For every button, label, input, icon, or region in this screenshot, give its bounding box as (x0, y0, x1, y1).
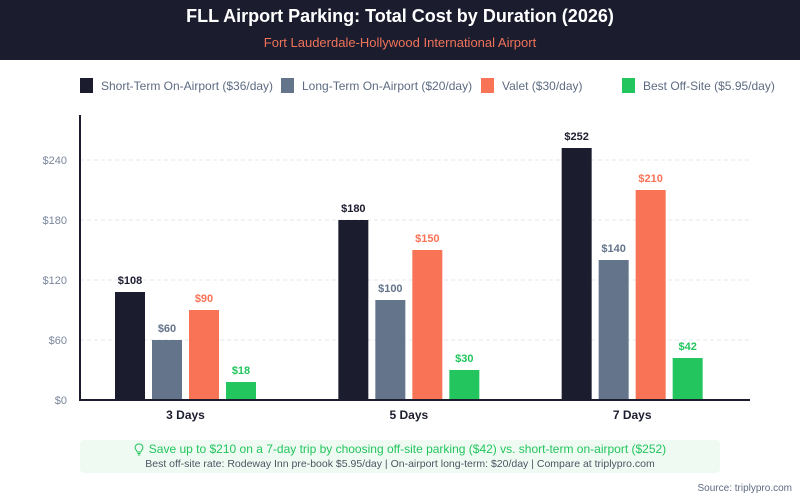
value-label: $180 (341, 203, 365, 215)
bar-chart: $108 $60 $90 $18 $180 $100 $150 $30 $252 $140 $210… (43, 115, 750, 422)
x-category-label: 5 Days (389, 408, 428, 422)
y-axis-ticks: $0 $60 $120 $180 $240 (43, 155, 67, 407)
bar (635, 190, 666, 400)
value-label: $252 (564, 131, 588, 143)
value-label: $150 (415, 233, 439, 245)
bar (449, 370, 480, 400)
chart-subtitle: Fort Lauderdale-Hollywood International … (263, 35, 537, 50)
y-tick-label: $120 (43, 275, 67, 287)
y-tick-label: $60 (49, 335, 67, 347)
bar (189, 310, 219, 400)
x-category-label: 3 Days (166, 408, 205, 422)
value-label: $42 (678, 341, 696, 353)
bar (338, 220, 369, 400)
bar (226, 382, 256, 400)
value-label: $100 (378, 283, 402, 295)
savings-callout: Save up to $210 on a 7-day trip by choos… (80, 440, 720, 473)
legend-swatch (622, 78, 635, 93)
chart-legend: Short-Term On-Airport ($36/day) Long-Ter… (0, 78, 800, 98)
chart-header: FLL Airport Parking: Total Cost by Durat… (0, 0, 800, 60)
y-tick-label: $180 (43, 215, 67, 227)
bar (152, 340, 182, 400)
value-label: $18 (232, 365, 250, 377)
lightbulb-icon (134, 443, 144, 456)
bar (672, 358, 703, 400)
legend-item-long-term: Long-Term On-Airport ($20/day) (281, 78, 472, 93)
legend-item-off-site: Best Off-Site ($5.95/day) (622, 78, 775, 93)
legend-item-valet: Valet ($30/day) (481, 78, 583, 93)
y-tick-label: $240 (43, 155, 67, 167)
legend-label: Valet ($30/day) (502, 78, 583, 93)
savings-callout-text: Save up to $210 on a 7-day trip by choos… (148, 442, 667, 456)
bars (115, 148, 703, 400)
savings-callout-main-row: Save up to $210 on a 7-day trip by choos… (80, 442, 720, 456)
value-label: $60 (158, 323, 176, 335)
chart-title: FLL Airport Parking: Total Cost by Durat… (186, 6, 614, 26)
savings-callout-details: Best off-site rate: Rodeway Inn pre-book… (145, 458, 655, 470)
value-label: $30 (455, 353, 473, 365)
legend-swatch (481, 78, 494, 93)
bar (412, 250, 443, 400)
y-tick-label: $0 (55, 395, 67, 407)
legend-label: Long-Term On-Airport ($20/day) (302, 78, 473, 93)
x-axis-categories: 3 Days 5 Days 7 Days (166, 408, 652, 422)
bar (598, 260, 629, 400)
value-label: $210 (638, 173, 662, 185)
legend-label: Short-Term On-Airport ($36/day) (101, 78, 274, 93)
legend-swatch (80, 78, 93, 93)
value-label: $140 (601, 243, 625, 255)
legend-item-short-term: Short-Term On-Airport ($36/day) (80, 78, 273, 93)
bar (561, 148, 592, 400)
bar (375, 300, 406, 400)
x-category-label: 7 Days (613, 408, 652, 422)
value-label: $90 (195, 293, 213, 305)
value-labels: $108 $60 $90 $18 $180 $100 $150 $30 $252 $140 $210… (118, 131, 697, 377)
source-note: Source: triplypro.com (697, 483, 792, 494)
bar (115, 292, 145, 400)
legend-swatch (281, 78, 294, 93)
value-label: $108 (118, 275, 142, 287)
legend-label: Best Off-Site ($5.95/day) (643, 78, 775, 93)
